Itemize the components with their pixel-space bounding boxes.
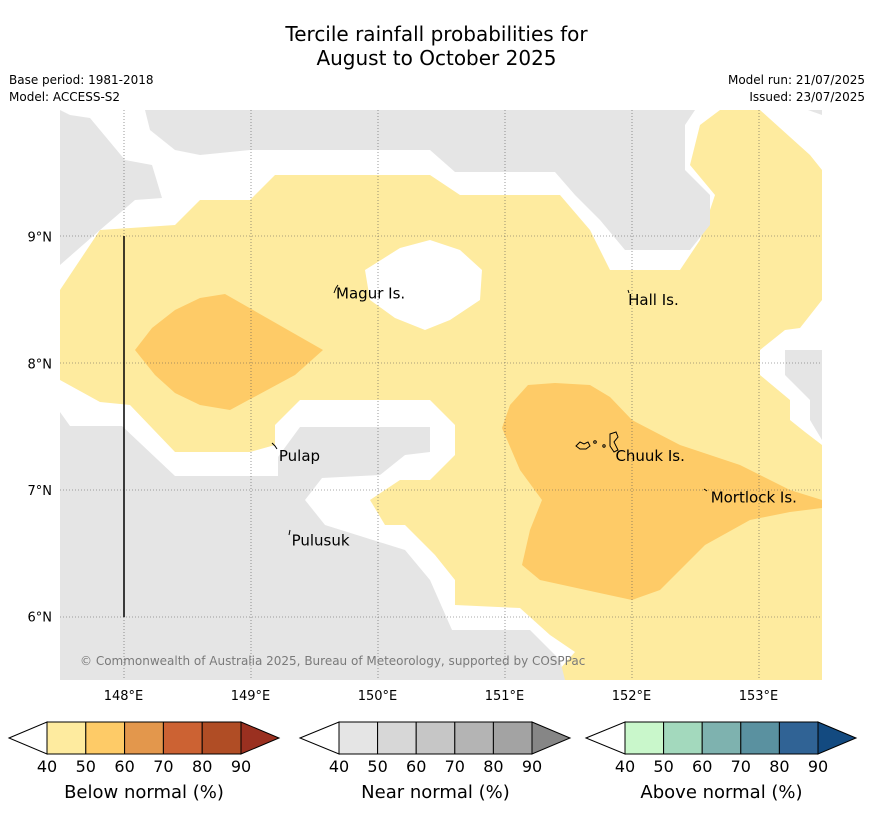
latitude-label: 6°N	[28, 611, 53, 626]
map-gridlines	[60, 110, 822, 680]
island-mortlock	[703, 488, 708, 492]
latitude-label: 7°N	[28, 484, 53, 499]
colorbar-tick-label: 50	[653, 757, 673, 776]
model-run-date: Model run: 21/07/2025	[727, 73, 865, 87]
island-magur	[333, 284, 339, 294]
colorbar-swatch	[740, 721, 780, 755]
colorbars: 40 50 60 70 80 90 Below normal (%) 40 50 60 70 80 90…	[7, 721, 858, 803]
below-normal-50-60-east	[502, 383, 822, 600]
colorbar-swatch	[663, 721, 703, 755]
title-line-1: Tercile rainfall probabilities for	[285, 22, 588, 46]
colorbar-arrow-low	[584, 721, 626, 755]
colorbar-swatch	[624, 721, 665, 755]
longitude-label: 148°E	[104, 689, 144, 704]
colorbar-tick-label: 80	[192, 757, 212, 776]
island-pulap	[271, 442, 278, 450]
colorbar-title: Near normal (%)	[361, 782, 510, 803]
colorbar-arrow-high	[240, 721, 281, 755]
title-line-2: August to October 2025	[316, 46, 557, 70]
base-period: Base period: 1981-2018	[9, 73, 154, 87]
colorbar-tick-label: 90	[808, 757, 828, 776]
colorbar-title: Above normal (%)	[640, 782, 802, 803]
near-normal-region-nw	[60, 110, 162, 265]
place-label-chuuk-is: Chuuk Is.	[615, 447, 684, 465]
longitude-labels: 148°E 149°E 150°E 151°E 152°E 153°E	[104, 689, 779, 704]
colorbar-2: 40 50 60 70 80 90 Near normal (%)	[298, 721, 572, 803]
latitude-label: 8°N	[28, 357, 53, 372]
longitude-label: 149°E	[231, 689, 271, 704]
colorbar-swatch	[377, 721, 417, 755]
colorbar-swatch	[454, 721, 494, 755]
model-name: Model: ACCESS-S2	[9, 90, 121, 104]
colorbar-tick-label: 40	[37, 757, 57, 776]
colorbar-swatch	[124, 721, 164, 755]
longitude-label: 151°E	[485, 689, 525, 704]
near-normal-region-sw	[60, 412, 565, 680]
colorbar-swatch	[338, 721, 379, 755]
colorbar-tick-label: 80	[483, 757, 503, 776]
colorbar-swatch	[415, 721, 456, 755]
colorbar-tick-label: 90	[522, 757, 542, 776]
below-normal-50-60-west	[135, 294, 323, 410]
colorbar-tick-label: 70	[153, 757, 173, 776]
place-label-pulap: Pulap	[279, 447, 320, 465]
colorbar-arrow-low	[298, 721, 340, 755]
place-labels: Magur Is. Hall Is. Pulap Chuuk Is. Mortlock …	[279, 285, 797, 550]
colorbar-swatch	[46, 721, 87, 755]
colorbar-swatch	[492, 721, 533, 755]
colorbar-tick-label: 60	[114, 757, 134, 776]
longitude-label: 150°E	[358, 689, 398, 704]
colorbar-tick-label: 90	[231, 757, 251, 776]
copyright-text: © Commonwealth of Australia 2025, Bureau…	[80, 654, 585, 668]
colorbar-swatch	[701, 721, 742, 755]
colorbar-swatch	[201, 721, 242, 755]
longitude-label: 153°E	[739, 689, 779, 704]
place-label-magur-is: Magur Is.	[336, 285, 405, 303]
colorbar-tick-label: 70	[445, 757, 465, 776]
island-outlines	[271, 284, 708, 536]
longitude-label: 152°E	[612, 689, 652, 704]
colorbar-3: 40 50 60 70 80 90 Above normal (%)	[584, 721, 858, 803]
latitude-label: 9°N	[28, 231, 53, 246]
colorbar-arrow-low	[7, 721, 48, 755]
near-normal-region-east	[785, 350, 822, 440]
island-hall	[627, 289, 630, 294]
colorbar-tick-label: 70	[731, 757, 751, 776]
colorbar-tick-label: 80	[769, 757, 789, 776]
no-signal-patch-center	[365, 240, 482, 330]
latitude-labels: 9°N 8°N 7°N 6°N	[28, 231, 53, 626]
colorbar-arrow-high	[817, 721, 858, 755]
issued-date: Issued: 23/07/2025	[749, 90, 865, 104]
island-pulusuk	[288, 529, 291, 536]
colorbar-arrow-high	[531, 721, 572, 755]
near-normal-region-ne	[732, 110, 822, 115]
colorbar-title: Below normal (%)	[64, 782, 224, 803]
run-info: Model run: 21/07/2025 Issued: 23/07/2025	[728, 72, 865, 106]
map-plot-area	[60, 110, 822, 680]
chart-title: Tercile rainfall probabilities for Augus…	[0, 22, 873, 70]
colorbar-swatch	[85, 721, 126, 755]
place-label-hall-is: Hall Is.	[628, 291, 679, 309]
colorbar-tick-label: 50	[367, 757, 387, 776]
colorbar-swatch	[162, 721, 203, 755]
colorbar-1: 40 50 60 70 80 90 Below normal (%)	[7, 721, 281, 803]
colorbar-tick-label: 60	[692, 757, 712, 776]
place-label-mortlock-is: Mortlock Is.	[711, 489, 797, 507]
place-label-pulusuk: Pulusuk	[292, 532, 350, 550]
island-chuuk	[575, 431, 619, 453]
base-info: Base period: 1981-2018 Model: ACCESS-S2	[9, 72, 154, 106]
colorbar-swatch	[778, 721, 819, 755]
near-normal-region-north	[145, 110, 710, 250]
colorbar-tick-label: 50	[76, 757, 96, 776]
colorbar-tick-label: 60	[406, 757, 426, 776]
colorbar-tick-label: 40	[329, 757, 349, 776]
colorbar-tick-label: 40	[615, 757, 635, 776]
